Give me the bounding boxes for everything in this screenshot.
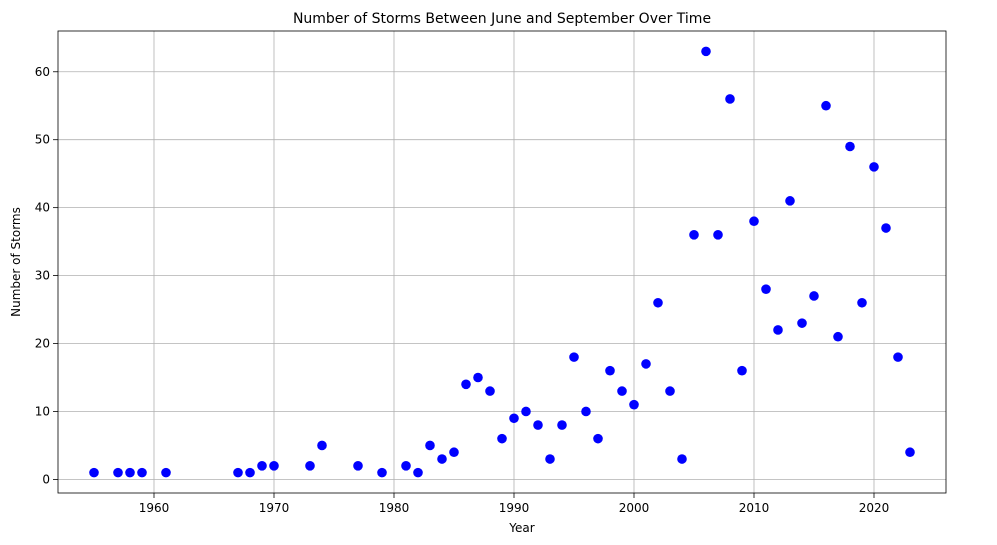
data-point	[449, 447, 459, 458]
x-tick-label: 1960	[139, 501, 170, 515]
data-point	[821, 100, 831, 111]
data-point	[509, 413, 519, 424]
data-point	[761, 284, 771, 294]
data-point	[641, 359, 651, 369]
data-point	[545, 454, 555, 464]
data-point	[725, 94, 735, 104]
data-point	[713, 230, 723, 240]
data-point	[773, 325, 783, 335]
data-point	[689, 230, 699, 240]
data-point	[497, 433, 507, 444]
data-point	[569, 352, 579, 362]
data-point	[845, 141, 855, 152]
data-point	[113, 467, 123, 478]
data-point	[665, 386, 675, 396]
x-tick-label: 2020	[859, 501, 890, 515]
data-point	[377, 467, 387, 478]
data-point	[785, 196, 795, 206]
data-point	[869, 162, 879, 172]
data-point	[473, 372, 483, 383]
y-tick-label: 20	[35, 337, 50, 351]
data-point	[437, 454, 447, 464]
chart-title: Number of Storms Between June and Septem…	[293, 11, 711, 27]
y-tick-label: 40	[35, 201, 50, 215]
data-point	[881, 223, 891, 233]
x-axis-ticks: 1960 1970 1980 1990 2000 2010 2020	[139, 493, 890, 515]
data-point	[233, 467, 243, 478]
data-point	[305, 461, 315, 471]
y-axis-label: Number of Storms	[9, 207, 23, 317]
data-point	[701, 46, 711, 57]
data-point	[581, 406, 591, 417]
data-point	[89, 467, 99, 478]
data-point	[857, 297, 867, 308]
data-point	[425, 440, 435, 451]
plot-frame	[57, 30, 947, 494]
data-point	[461, 379, 471, 390]
data-point	[749, 216, 759, 227]
y-tick-label: 50	[35, 133, 50, 147]
x-axis-label: Year	[508, 521, 534, 535]
data-point	[317, 440, 327, 451]
x-tick-label: 2000	[619, 501, 650, 515]
y-axis-ticks: 0 10 20 30 40 50 60	[35, 65, 58, 486]
data-point	[269, 461, 279, 471]
data-point	[653, 297, 663, 308]
data-point	[737, 365, 747, 376]
data-point	[893, 352, 903, 362]
y-tick-label: 0	[42, 472, 50, 486]
data-point	[161, 467, 171, 478]
data-point	[557, 420, 567, 430]
data-point	[245, 467, 255, 478]
x-tick-label: 1990	[499, 501, 530, 515]
data-point	[605, 365, 615, 376]
data-point	[137, 467, 147, 478]
data-point	[533, 420, 543, 430]
data-points	[89, 46, 915, 478]
data-point	[809, 291, 819, 301]
data-point	[125, 467, 135, 478]
data-point	[257, 461, 267, 471]
y-tick-label: 30	[35, 269, 50, 283]
data-point	[629, 399, 639, 410]
grid-lines	[58, 31, 946, 493]
data-point	[797, 318, 807, 328]
data-point	[401, 461, 411, 471]
data-point	[833, 331, 843, 342]
data-point	[485, 386, 495, 396]
data-point	[677, 454, 687, 464]
x-tick-label: 1970	[259, 501, 290, 515]
data-point	[413, 467, 423, 478]
data-point	[905, 447, 915, 458]
x-tick-label: 2010	[739, 501, 770, 515]
data-point	[593, 433, 603, 444]
y-tick-label: 60	[35, 65, 50, 79]
x-tick-label: 1980	[379, 501, 410, 515]
data-point	[521, 406, 531, 417]
data-point	[617, 386, 627, 396]
data-point	[353, 461, 363, 471]
y-tick-label: 10	[35, 404, 50, 418]
